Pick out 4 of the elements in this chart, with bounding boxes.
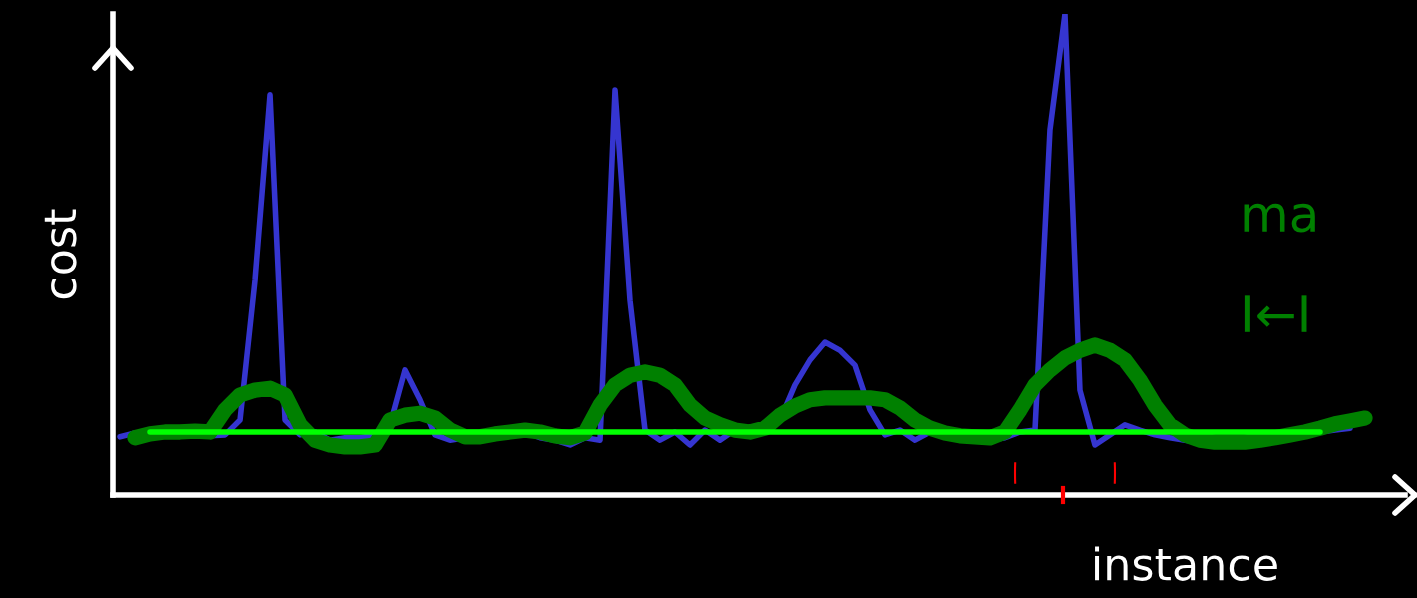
x-axis-title: instance [1095, 546, 1277, 581]
y-axis-title: cost [44, 209, 77, 299]
annotation: ma [1244, 203, 1315, 233]
annotation: I←I [1244, 295, 1307, 332]
